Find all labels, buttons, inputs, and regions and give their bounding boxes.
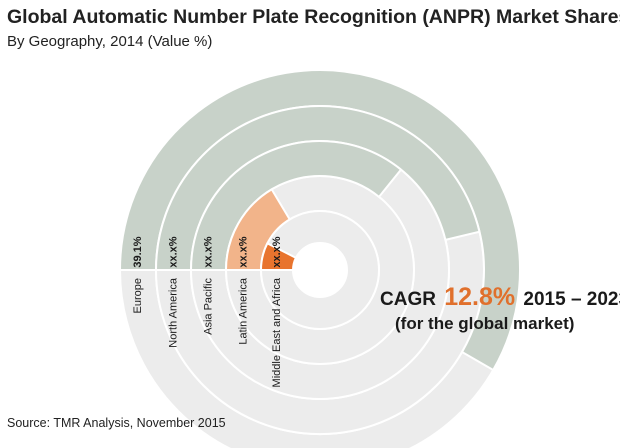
cagr-period: 2015 – 2023 — [523, 289, 620, 310]
ring-labels: 39.1% xx.x% xx.x% xx.x% xx.x% Europe North Ame… — [132, 236, 283, 387]
ring-bars — [118, 69, 521, 372]
chart-subtitle: By Geography, 2014 (Value %) — [7, 33, 213, 50]
source-note: Source: TMR Analysis, November 2015 — [7, 416, 226, 430]
value-label: 39.1% — [132, 236, 144, 267]
value-label: xx.x% — [271, 236, 283, 267]
category-label: Middle East and Africa — [271, 277, 283, 387]
category-label: Latin America — [237, 277, 249, 345]
value-label: xx.x% — [202, 236, 214, 267]
cagr-label: CAGR — [380, 289, 436, 310]
ring-track-4 — [260, 210, 381, 330]
category-label: Europe — [132, 278, 144, 313]
cagr-value: 12.8% — [444, 283, 516, 311]
cagr-note: (for the global market) — [395, 314, 575, 333]
cagr-callout: CAGR 12.8% 2015 – 2023 — [380, 283, 620, 312]
category-label: Asia Pacific — [202, 278, 214, 335]
value-label: xx.x% — [167, 236, 179, 267]
bar-middle-east-and-africa — [259, 242, 298, 271]
chart-title: Global Automatic Number Plate Recognitio… — [7, 6, 620, 28]
value-label: xx.x% — [237, 236, 249, 267]
category-label: North America — [167, 277, 179, 348]
